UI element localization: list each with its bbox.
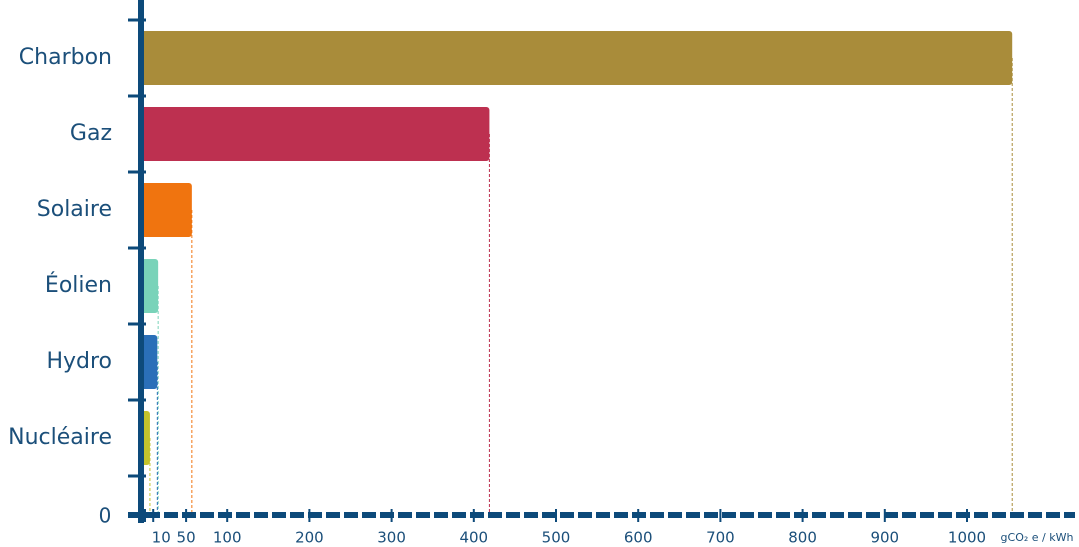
y-tick-label: Hydro xyxy=(46,349,112,374)
y-tick-label: Charbon xyxy=(19,45,112,70)
x-tick-label: 800 xyxy=(788,529,817,547)
x-tick-label: 1000 xyxy=(948,529,986,547)
x-tick-label: 400 xyxy=(459,529,488,547)
bar xyxy=(141,31,1013,85)
x-tick-label: 0 xyxy=(99,504,112,528)
y-tick-label: Éolien xyxy=(45,272,112,298)
x-tick-label: 500 xyxy=(542,529,571,547)
bar xyxy=(141,259,159,313)
x-tick-label: 600 xyxy=(624,529,653,547)
y-tick-label: Nucléaire xyxy=(8,425,112,450)
x-tick-label: 100 xyxy=(213,529,242,547)
bar xyxy=(141,107,490,161)
x-tick-label: 900 xyxy=(870,529,899,547)
y-tick-label: Solaire xyxy=(37,197,112,222)
x-tick-label: 200 xyxy=(295,529,324,547)
x-tick-label: 300 xyxy=(377,529,406,547)
x-tick-label: 50 xyxy=(177,529,196,547)
bar xyxy=(141,335,158,389)
x-tick-label: 10 xyxy=(152,529,171,547)
x-tick-label: 700 xyxy=(706,529,735,547)
bar xyxy=(141,183,192,237)
y-tick-label: Gaz xyxy=(70,121,112,146)
x-axis-label: gCO₂ e / kWh xyxy=(1001,531,1074,544)
